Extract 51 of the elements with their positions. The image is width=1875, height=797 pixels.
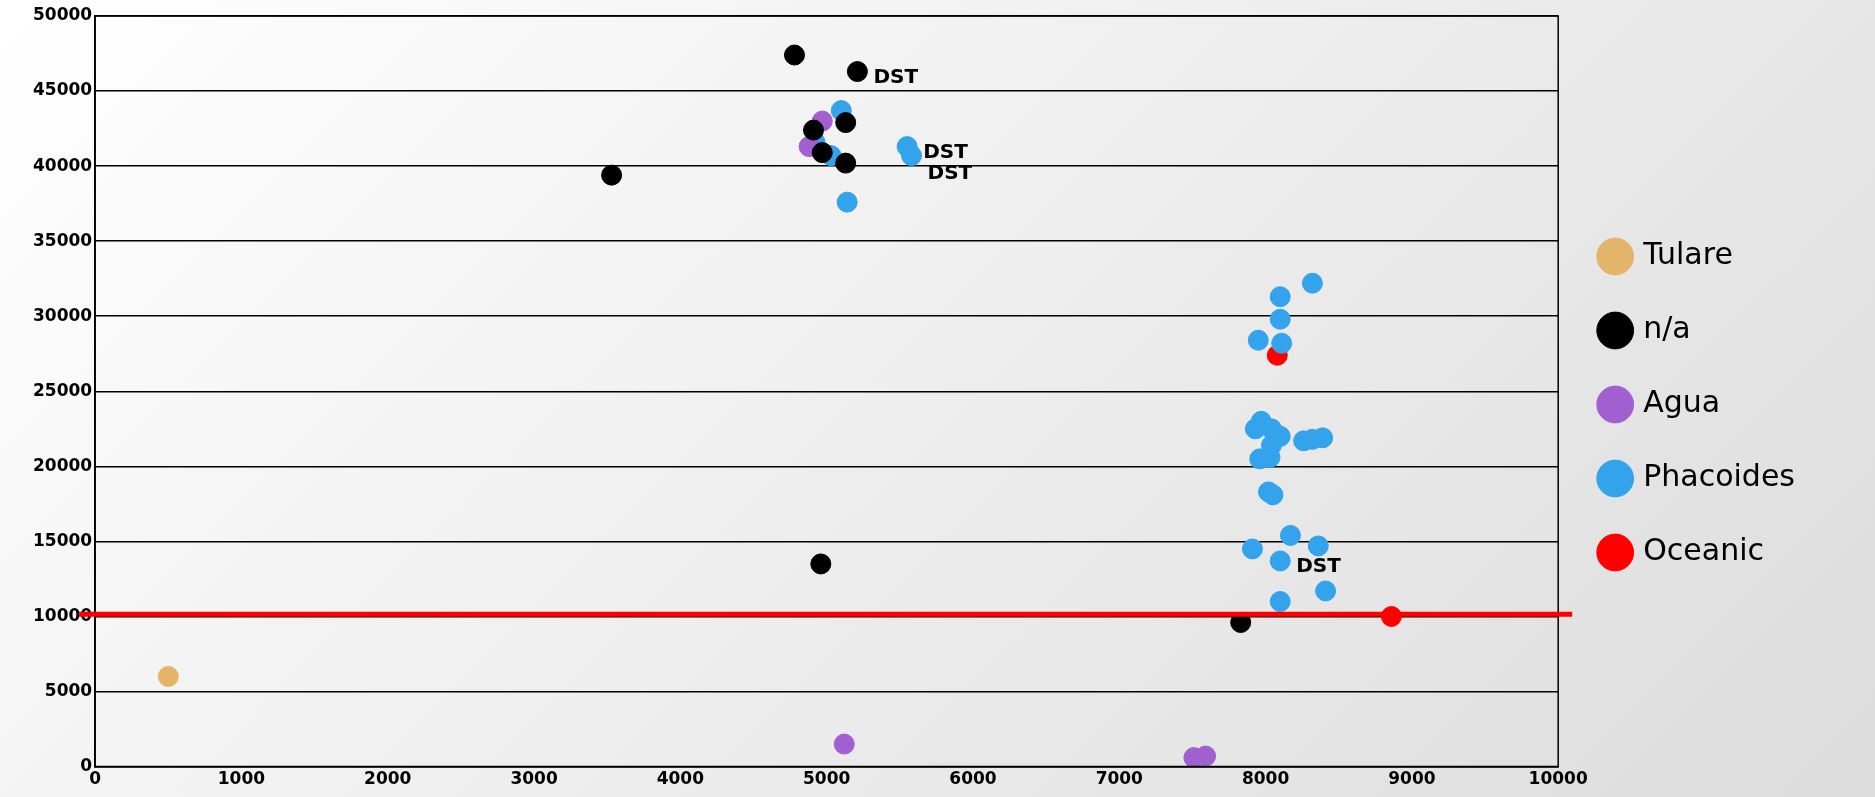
point [835,112,857,134]
point [157,666,179,688]
x-tick-label: 10000 [1528,768,1588,789]
y-tick-label: 20000 [32,454,93,475]
point [803,119,824,141]
x-tick-label: 2000 [364,768,412,789]
x-tick-label: 4000 [656,768,705,789]
y-tick-label: 25000 [32,379,93,400]
x-tick-label: 3000 [510,768,558,789]
y-tick-label: 45000 [32,79,93,100]
point [1315,580,1337,602]
point [1269,550,1291,572]
point [901,145,923,167]
x-tick-label: 1000 [217,768,266,789]
annotation: DST [1296,553,1342,578]
legend-label: n/a [1643,310,1691,346]
y-tick-label: 5000 [44,679,93,700]
point [1301,272,1323,294]
legend-label: Oceanic [1643,532,1764,568]
point [1269,590,1291,612]
point [1269,308,1291,330]
x-tick-label: 6000 [949,768,997,789]
legend-label: Tulare [1642,236,1733,272]
y-tick-label: 30000 [32,304,93,325]
point [810,553,832,575]
point [1307,535,1329,557]
point [811,142,833,164]
point [846,61,868,83]
point [601,164,623,186]
annotation: DST [873,63,919,88]
point [1271,332,1293,354]
point [1195,745,1217,767]
point [835,152,857,174]
x-tick-label: 7000 [1095,768,1144,789]
y-tick-label: 50000 [32,4,93,25]
legend-label: Agua [1643,384,1721,420]
point [1269,286,1291,308]
point [836,191,858,213]
x-tick-label: 5000 [803,768,851,789]
y-tick-label: 40000 [32,154,93,175]
annotation: DST [923,138,969,163]
y-tick-label: 35000 [32,229,93,250]
y-tick-label: 15000 [32,529,93,550]
point [1279,524,1301,546]
point [1247,329,1269,351]
point [783,44,805,66]
x-tick-label: 9000 [1388,768,1436,789]
legend-label: Phacoides [1643,458,1796,494]
point [833,733,855,755]
x-tick-label: 8000 [1241,768,1290,789]
point [1241,538,1263,560]
